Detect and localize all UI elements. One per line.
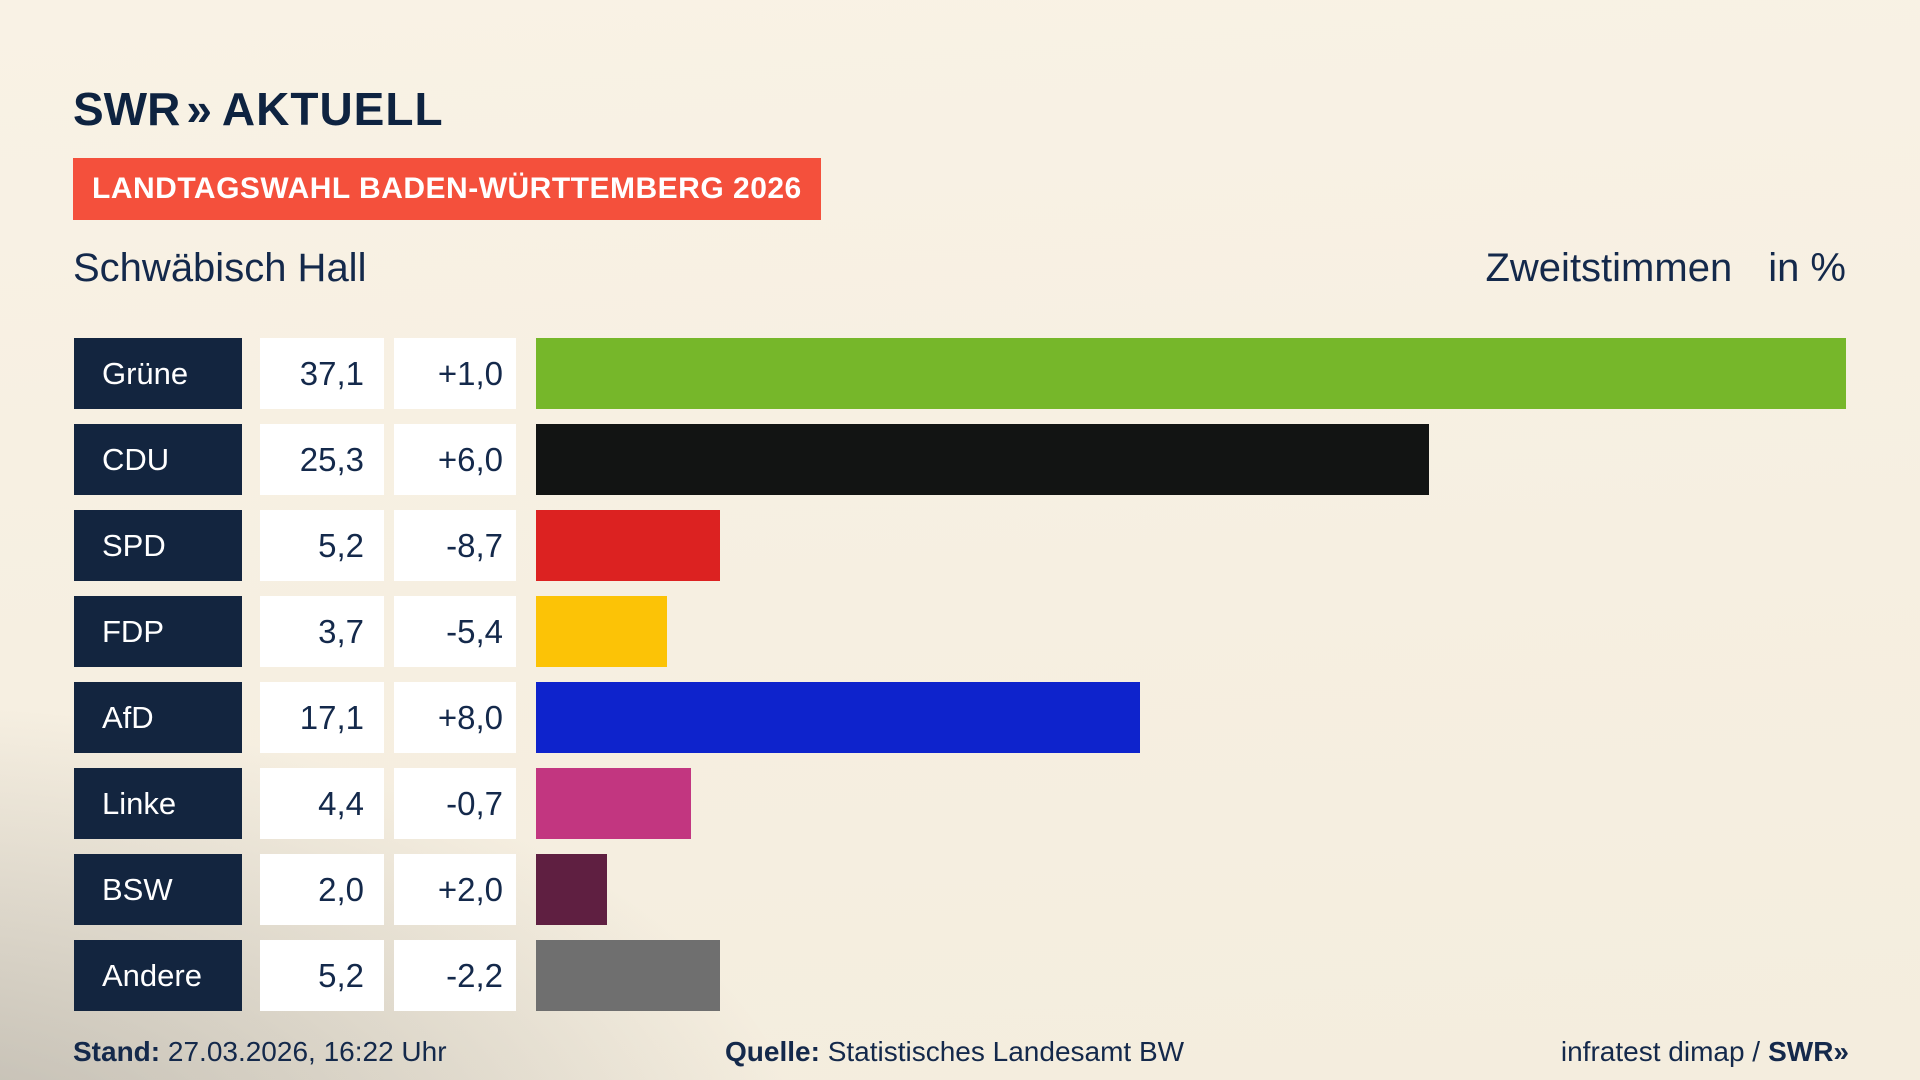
swr-footer-logo: SWR — [1768, 1036, 1834, 1067]
quelle-label: Quelle: — [725, 1036, 820, 1067]
table-row: CDU 25,3 +6,0 — [0, 424, 1920, 495]
party-result-bar — [536, 940, 720, 1011]
stand-label: Stand: — [73, 1036, 161, 1067]
party-result-bar — [536, 338, 1846, 409]
aktuell-logo-text: AKTUELL — [221, 83, 444, 135]
party-label: Linke — [74, 768, 242, 839]
stand-value: 27.03.2026, 16:22 Uhr — [167, 1036, 447, 1067]
party-percent-value: 25,3 — [260, 424, 384, 495]
party-percent-value: 37,1 — [260, 338, 384, 409]
double-chevron-icon: » — [186, 83, 212, 135]
credit-text: infratest dimap / — [1560, 1036, 1761, 1067]
swr-logo-text: SWR — [73, 83, 181, 135]
subtitle: Zweitstimmen in % — [1485, 246, 1846, 291]
party-label: Grüne — [74, 338, 242, 409]
party-result-bar — [536, 596, 667, 667]
party-label: AfD — [74, 682, 242, 753]
party-result-bar — [536, 424, 1429, 495]
table-row: Grüne 37,1 +1,0 — [0, 338, 1920, 409]
party-result-bar — [536, 854, 607, 925]
party-percent-value: 2,0 — [260, 854, 384, 925]
party-change-value: -8,7 — [394, 510, 516, 581]
table-row: BSW 2,0 +2,0 — [0, 854, 1920, 925]
swr-aktuell-logo: SWR» AKTUELL — [73, 82, 444, 136]
party-change-value: +8,0 — [394, 682, 516, 753]
party-percent-value: 17,1 — [260, 682, 384, 753]
table-row: AfD 17,1 +8,0 — [0, 682, 1920, 753]
party-percent-value: 4,4 — [260, 768, 384, 839]
party-label: CDU — [74, 424, 242, 495]
measure-label: Zweitstimmen — [1485, 246, 1733, 290]
party-change-value: -0,7 — [394, 768, 516, 839]
table-row: Andere 5,2 -2,2 — [0, 940, 1920, 1011]
party-label: FDP — [74, 596, 242, 667]
double-chevron-icon: » — [1833, 1036, 1848, 1067]
quelle-value: Statistisches Landesamt BW — [827, 1036, 1185, 1067]
credit-note: infratest dimap / SWR» — [1560, 1036, 1849, 1068]
party-percent-value: 5,2 — [260, 510, 384, 581]
party-result-bar — [536, 510, 720, 581]
source-note: Quelle: Statistisches Landesamt BW — [725, 1036, 1184, 1068]
party-label: Andere — [74, 940, 242, 1011]
status-timestamp: Stand: 27.03.2026, 16:22 Uhr — [73, 1036, 447, 1068]
party-change-value: -5,4 — [394, 596, 516, 667]
party-result-bar — [536, 768, 691, 839]
table-row: FDP 3,7 -5,4 — [0, 596, 1920, 667]
table-row: SPD 5,2 -8,7 — [0, 510, 1920, 581]
table-row: Linke 4,4 -0,7 — [0, 768, 1920, 839]
unit-label: in % — [1768, 246, 1846, 290]
footer: Stand: 27.03.2026, 16:22 Uhr Quelle: Sta… — [0, 1036, 1920, 1076]
party-result-bar — [536, 682, 1140, 753]
party-change-value: +1,0 — [394, 338, 516, 409]
party-percent-value: 3,7 — [260, 596, 384, 667]
party-percent-value: 5,2 — [260, 940, 384, 1011]
party-change-value: +6,0 — [394, 424, 516, 495]
page-title: Schwäbisch Hall — [73, 246, 367, 290]
party-label: SPD — [74, 510, 242, 581]
party-change-value: +2,0 — [394, 854, 516, 925]
party-change-value: -2,2 — [394, 940, 516, 1011]
election-banner: LANDTAGSWAHL BADEN-WÜRTTEMBERG 2026 — [73, 158, 821, 220]
party-label: BSW — [74, 854, 242, 925]
